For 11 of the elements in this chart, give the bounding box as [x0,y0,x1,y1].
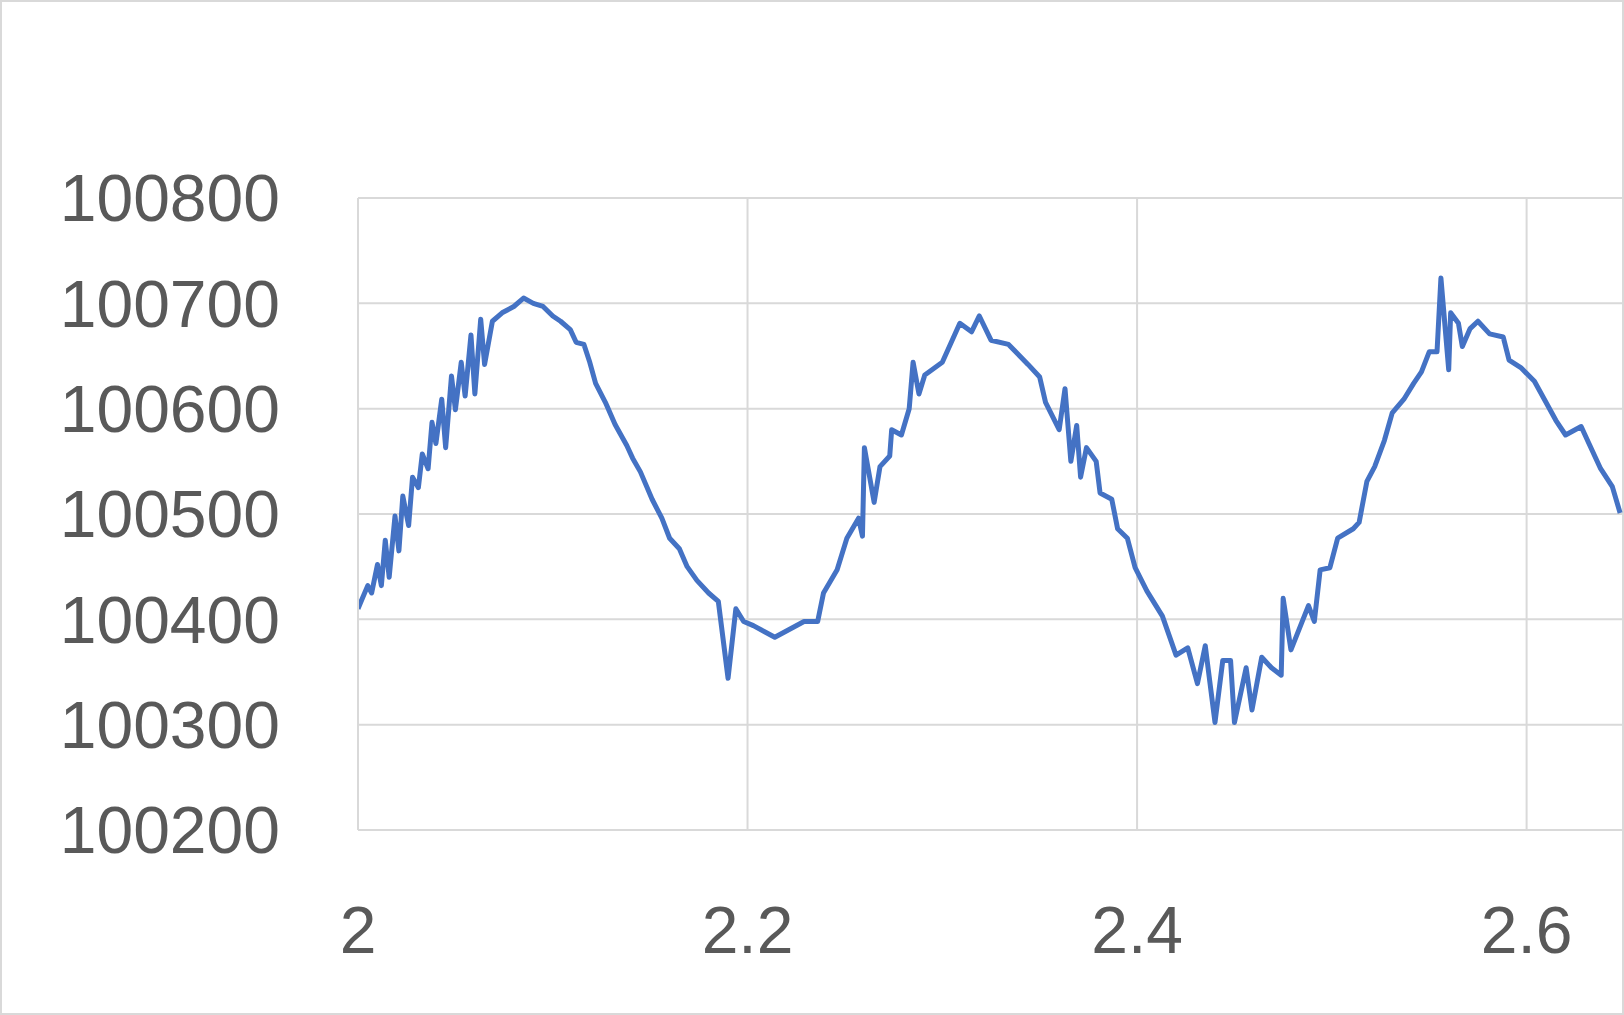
x-tick-label: 2 [339,892,377,967]
x-tick-label: 2.6 [1480,892,1573,967]
y-tick-label: 100800 [59,161,280,236]
y-tick-label: 100500 [59,477,280,552]
y-tick-label: 100700 [59,266,280,341]
y-tick-label: 100400 [59,582,280,657]
y-tick-label: 100300 [59,688,280,763]
x-tick-label: 2.4 [1091,892,1183,967]
y-tick-label: 100200 [59,793,280,868]
x-tick-label: 2.2 [701,892,794,967]
y-tick-label: 100600 [59,372,280,447]
